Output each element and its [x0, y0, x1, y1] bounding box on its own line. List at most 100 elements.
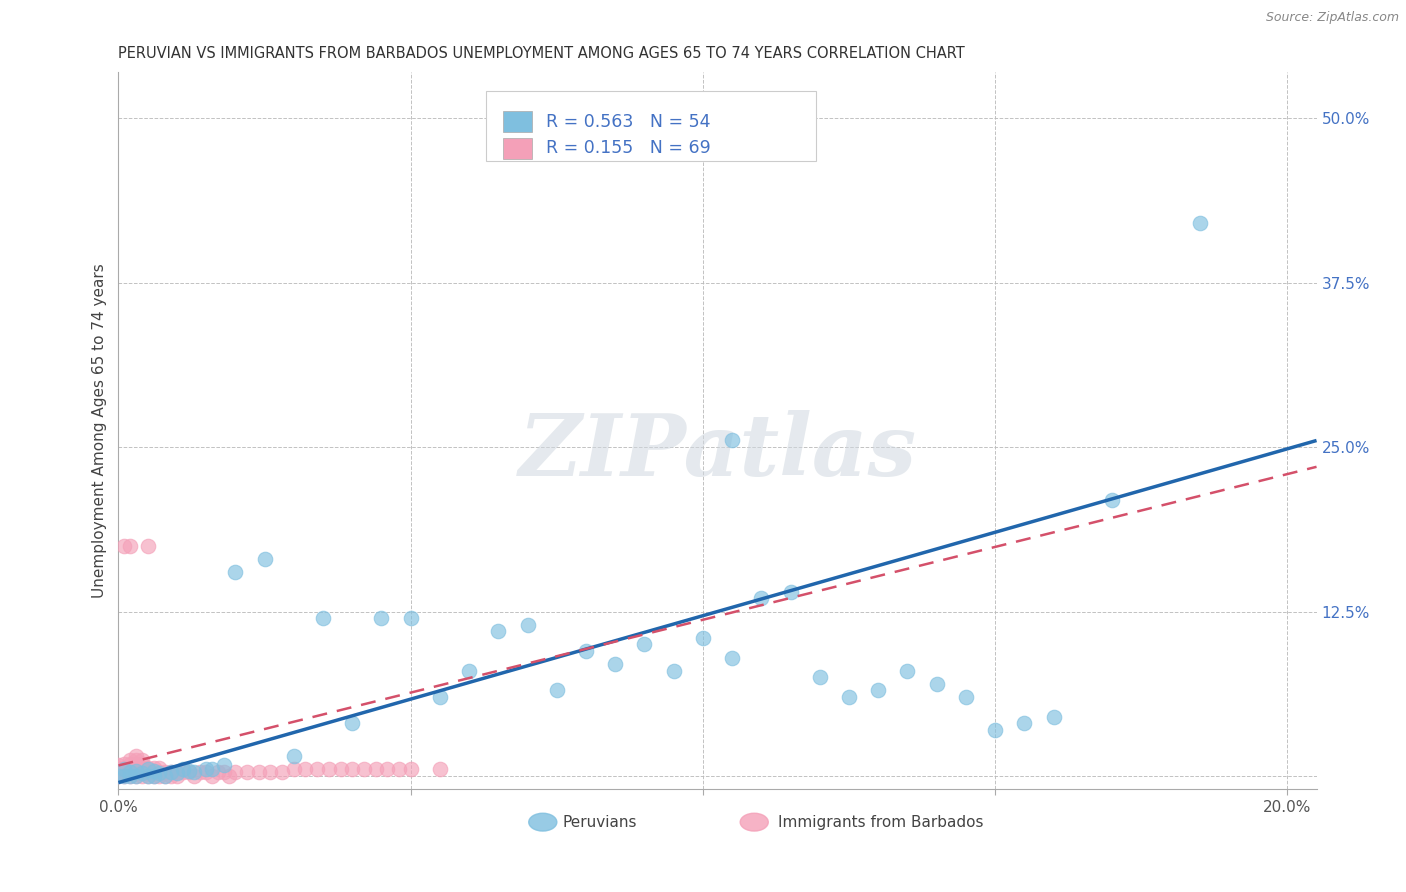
Point [172, 763, 194, 777]
Point [125, 769, 148, 783]
Point [153, 769, 176, 783]
Point [779, 584, 801, 599]
Point [868, 683, 890, 698]
Point [721, 650, 744, 665]
Point [486, 624, 509, 639]
Point [458, 664, 481, 678]
Point [120, 765, 142, 780]
Point [318, 763, 340, 777]
Point [112, 765, 135, 780]
Point [183, 769, 205, 783]
Text: R = 0.155   N = 69: R = 0.155 N = 69 [546, 139, 711, 157]
Point [172, 765, 194, 780]
Point [148, 765, 170, 780]
Point [546, 683, 568, 698]
FancyBboxPatch shape [503, 137, 531, 159]
Point [218, 769, 240, 783]
Point [195, 763, 218, 777]
Point [808, 670, 831, 684]
Point [188, 765, 211, 780]
Text: Peruvians: Peruvians [562, 814, 637, 830]
Point [136, 769, 159, 783]
Point [375, 763, 398, 777]
Point [112, 769, 135, 783]
Point [125, 769, 148, 783]
Point [224, 765, 246, 780]
Point [112, 761, 135, 775]
Text: R = 0.563   N = 54: R = 0.563 N = 54 [546, 112, 710, 130]
Point [107, 769, 129, 783]
Point [160, 765, 183, 780]
Point [125, 765, 148, 780]
Point [136, 763, 159, 777]
Point [633, 637, 655, 651]
Point [125, 749, 148, 764]
Point [236, 765, 259, 780]
Point [247, 765, 270, 780]
Point [329, 763, 352, 777]
Point [153, 765, 176, 780]
Point [201, 763, 224, 777]
Point [107, 769, 129, 783]
Point [283, 763, 305, 777]
Point [166, 765, 188, 780]
Point [307, 763, 329, 777]
Point [605, 657, 627, 672]
Point [399, 763, 422, 777]
Point [112, 757, 135, 772]
Point [120, 761, 142, 775]
Point [112, 763, 135, 777]
Point [692, 631, 714, 645]
Point [201, 769, 224, 783]
Point [259, 765, 281, 780]
Point [575, 644, 598, 658]
Point [207, 765, 229, 780]
Point [125, 761, 148, 775]
Point [353, 763, 375, 777]
Point [721, 434, 744, 448]
Point [120, 765, 142, 780]
Point [120, 757, 142, 772]
Point [107, 764, 129, 778]
FancyBboxPatch shape [503, 111, 531, 132]
Point [183, 765, 205, 780]
Point [364, 763, 387, 777]
Point [195, 765, 218, 780]
Point [131, 753, 153, 767]
Point [160, 765, 183, 780]
Point [399, 611, 422, 625]
Point [131, 769, 153, 783]
Point [984, 723, 1007, 737]
Point [148, 769, 170, 783]
Point [283, 749, 305, 764]
FancyBboxPatch shape [486, 91, 815, 161]
Point [136, 539, 159, 553]
Point [148, 761, 170, 775]
Point [120, 769, 142, 783]
Point [662, 664, 685, 678]
Point [177, 765, 200, 780]
Point [142, 765, 165, 780]
Point [142, 769, 165, 783]
Point [142, 761, 165, 775]
Point [120, 539, 142, 553]
Point [1014, 716, 1036, 731]
Point [370, 611, 392, 625]
Text: Immigrants from Barbados: Immigrants from Barbados [778, 814, 984, 830]
Point [955, 690, 977, 704]
Point [136, 765, 159, 780]
Point [160, 769, 183, 783]
Point [148, 766, 170, 780]
Point [107, 758, 129, 772]
Point [925, 677, 948, 691]
Point [131, 766, 153, 780]
Point [112, 769, 135, 783]
Point [896, 664, 918, 678]
Point [388, 763, 411, 777]
Point [120, 769, 142, 783]
Point [224, 565, 246, 579]
Point [271, 765, 294, 780]
Point [1101, 492, 1123, 507]
Point [120, 753, 142, 767]
Text: Source: ZipAtlas.com: Source: ZipAtlas.com [1265, 11, 1399, 24]
